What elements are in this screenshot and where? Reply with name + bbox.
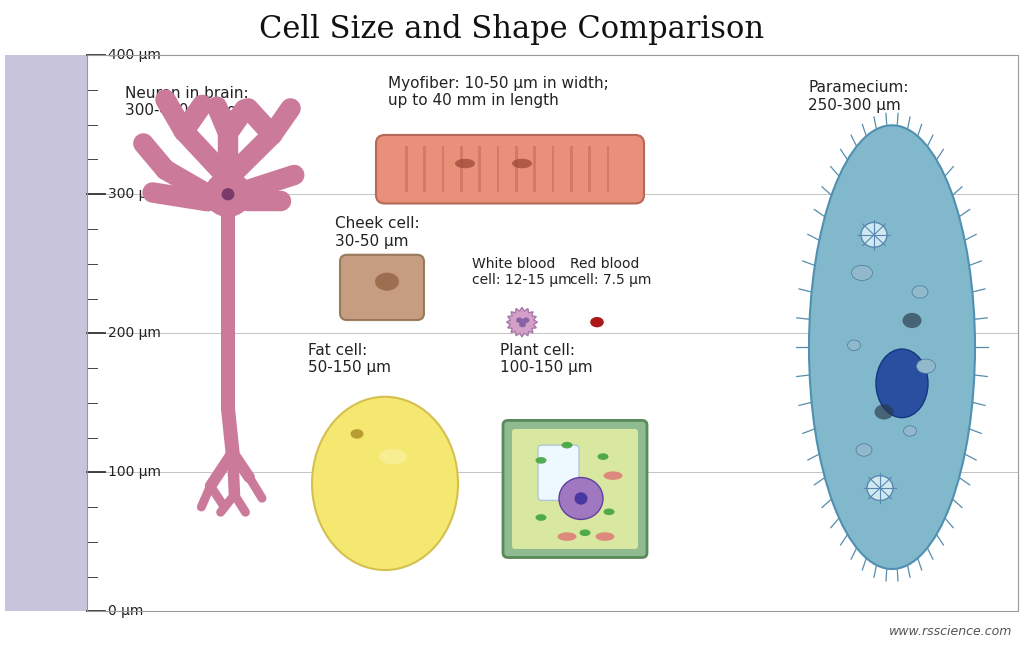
Ellipse shape — [574, 492, 588, 505]
Ellipse shape — [512, 159, 532, 168]
Ellipse shape — [244, 512, 248, 516]
Ellipse shape — [312, 397, 458, 570]
Ellipse shape — [580, 530, 591, 536]
Bar — [423, 147, 426, 192]
Ellipse shape — [912, 286, 928, 298]
Bar — [478, 147, 481, 192]
Text: 200 μm: 200 μm — [108, 327, 161, 340]
Ellipse shape — [519, 322, 526, 327]
Ellipse shape — [809, 125, 975, 569]
Ellipse shape — [848, 340, 860, 350]
Ellipse shape — [916, 359, 936, 373]
Ellipse shape — [867, 476, 893, 501]
Text: Cell Size and Shape Comparison: Cell Size and Shape Comparison — [259, 14, 765, 45]
Bar — [589, 147, 591, 192]
Text: Myofiber: 10-50 μm in width;
up to 40 mm in length: Myofiber: 10-50 μm in width; up to 40 mm… — [388, 76, 608, 108]
Text: White blood
cell: 12-15 μm: White blood cell: 12-15 μm — [472, 257, 571, 287]
Ellipse shape — [903, 426, 916, 436]
Text: Red blood
cell: 7.5 μm: Red blood cell: 7.5 μm — [570, 257, 651, 287]
FancyBboxPatch shape — [512, 429, 638, 549]
Ellipse shape — [222, 507, 226, 510]
Ellipse shape — [204, 171, 252, 217]
Bar — [534, 147, 536, 192]
Bar — [497, 147, 499, 192]
Ellipse shape — [536, 514, 547, 521]
Ellipse shape — [200, 507, 204, 510]
Ellipse shape — [597, 453, 608, 460]
Ellipse shape — [856, 444, 872, 456]
Ellipse shape — [590, 317, 604, 327]
Ellipse shape — [561, 442, 572, 449]
Ellipse shape — [350, 429, 364, 439]
Bar — [441, 147, 444, 192]
Bar — [552, 147, 554, 192]
Ellipse shape — [536, 457, 547, 464]
FancyBboxPatch shape — [503, 420, 647, 558]
Ellipse shape — [557, 532, 577, 541]
Polygon shape — [507, 307, 538, 337]
Ellipse shape — [852, 265, 872, 281]
Text: 0 μm: 0 μm — [108, 604, 143, 618]
Ellipse shape — [559, 478, 603, 520]
Text: Cheek cell:
30-50 μm: Cheek cell: 30-50 μm — [335, 217, 420, 249]
Bar — [87, 55, 1018, 611]
Text: 400 μm: 400 μm — [108, 48, 161, 62]
Bar — [406, 147, 408, 192]
Text: www.rsscience.com: www.rsscience.com — [889, 625, 1012, 638]
Ellipse shape — [603, 509, 614, 515]
FancyBboxPatch shape — [538, 445, 579, 501]
Bar — [606, 147, 609, 192]
Ellipse shape — [516, 317, 523, 323]
FancyBboxPatch shape — [340, 255, 424, 320]
Ellipse shape — [902, 313, 922, 328]
Bar — [5, 55, 87, 611]
Ellipse shape — [874, 404, 894, 420]
Ellipse shape — [603, 471, 623, 480]
Ellipse shape — [218, 512, 222, 516]
Ellipse shape — [221, 188, 234, 200]
Ellipse shape — [522, 317, 529, 323]
Text: Fat cell:
50-150 μm: Fat cell: 50-150 μm — [308, 343, 391, 375]
Bar — [570, 147, 572, 192]
Bar — [460, 147, 463, 192]
Ellipse shape — [876, 349, 928, 418]
Text: 300 μm: 300 μm — [108, 187, 161, 201]
Text: Plant cell:
100-150 μm: Plant cell: 100-150 μm — [500, 343, 593, 375]
Ellipse shape — [596, 532, 614, 541]
Ellipse shape — [375, 273, 399, 290]
Text: Neuron in brain:
300-400 μm long: Neuron in brain: 300-400 μm long — [125, 86, 256, 118]
Ellipse shape — [861, 223, 887, 247]
Text: 100 μm: 100 μm — [108, 465, 161, 479]
Bar — [515, 147, 517, 192]
Ellipse shape — [379, 449, 407, 464]
FancyBboxPatch shape — [376, 135, 644, 204]
Ellipse shape — [455, 159, 475, 168]
Ellipse shape — [260, 498, 264, 502]
Text: Paramecium:
250-300 μm: Paramecium: 250-300 μm — [808, 80, 908, 112]
